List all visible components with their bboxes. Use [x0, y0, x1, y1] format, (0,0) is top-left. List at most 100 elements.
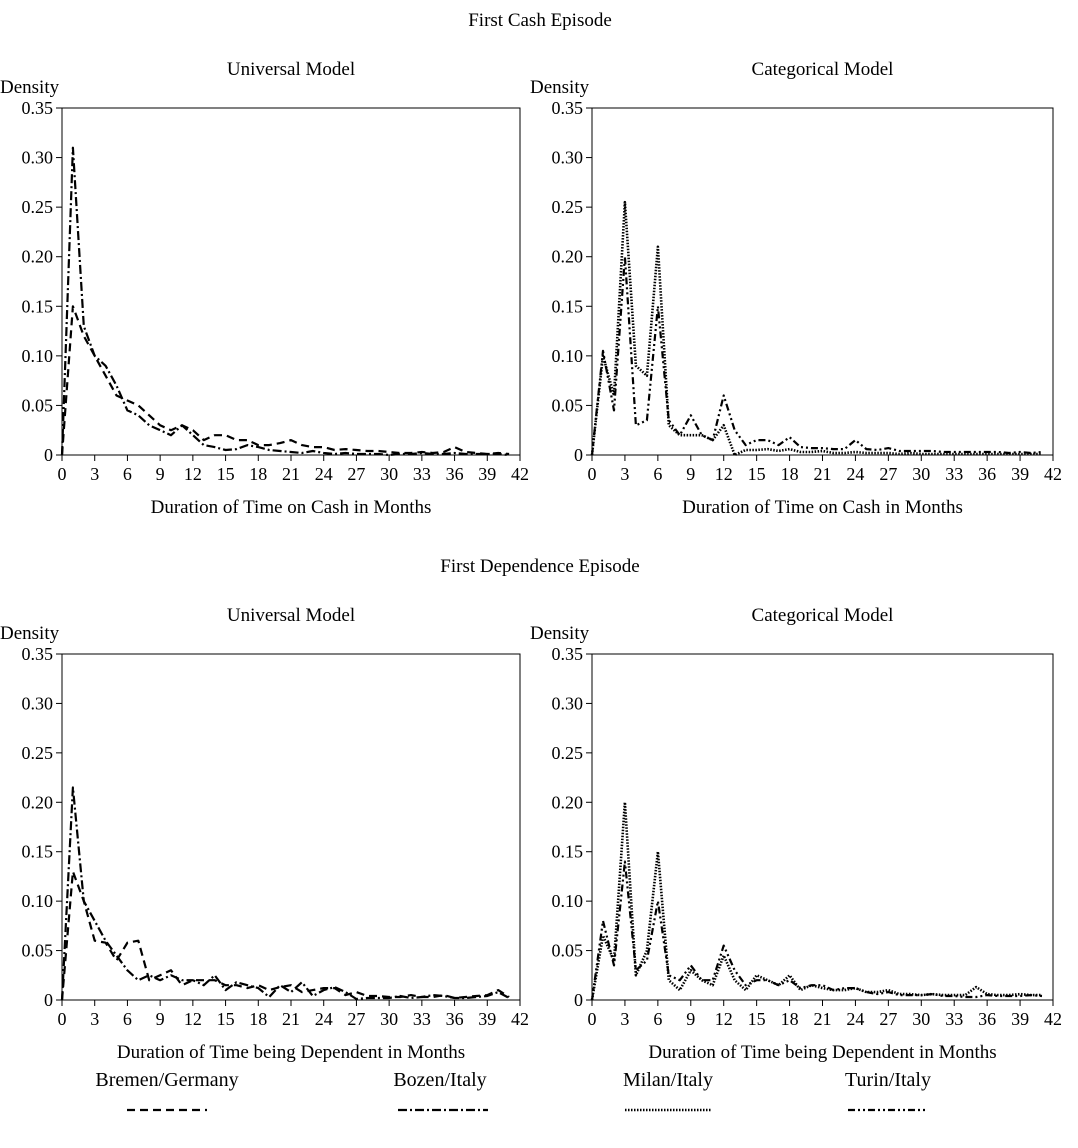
y-tick-label: 0.30 [22, 148, 54, 168]
y-tick-label: 0.25 [552, 197, 584, 217]
y-tick-label: 0.30 [552, 148, 584, 168]
plot-frame [591, 653, 1054, 1001]
y-tick-label: 0.05 [22, 941, 54, 961]
x-tick-label: 24 [315, 464, 333, 484]
x-tick-label: 6 [653, 1009, 662, 1029]
x-axis-label: Duration of Time on Cash in Months [682, 497, 963, 518]
y-tick-label: 0.30 [552, 693, 584, 713]
x-tick-label: 42 [1044, 1009, 1062, 1029]
y-tick-label: 0.35 [552, 98, 584, 118]
x-tick-label: 18 [781, 1009, 799, 1029]
x-tick-label: 6 [123, 1009, 132, 1029]
x-tick-label: 33 [945, 464, 963, 484]
y-tick-label: 0.05 [22, 395, 54, 415]
y-axis-label: Density [0, 623, 60, 644]
x-tick-label: 36 [446, 464, 464, 484]
x-tick-label: 27 [879, 464, 897, 484]
x-tick-label: 27 [347, 464, 365, 484]
x-tick-label: 39 [478, 464, 496, 484]
series-line-bozen-italy [60, 146, 510, 457]
x-tick-label: 9 [156, 1009, 165, 1029]
legend-label: Bozen/Italy [393, 1069, 486, 1091]
x-tick-label: 33 [413, 464, 431, 484]
y-tick-label: 0.30 [22, 693, 54, 713]
x-tick-label: 30 [912, 464, 930, 484]
y-tick-label: 0.35 [22, 644, 54, 664]
y-tick-label: 0.20 [552, 247, 584, 267]
x-tick-label: 21 [814, 464, 832, 484]
series-line-bremen-germany [60, 870, 510, 1001]
x-tick-label: 12 [715, 464, 733, 484]
y-tick-label: 0.10 [552, 346, 584, 366]
legend-item-turin: Turin/Italy [845, 1069, 931, 1112]
series-line-bremen-germany [60, 305, 510, 456]
x-tick-label: 33 [413, 1009, 431, 1029]
y-tick-label: 0.20 [22, 247, 54, 267]
x-tick-label: 9 [686, 464, 695, 484]
x-tick-label: 3 [620, 464, 629, 484]
x-tick-label: 0 [588, 1009, 597, 1029]
x-tick-label: 39 [1011, 1009, 1029, 1029]
x-tick-label: 18 [249, 1009, 267, 1029]
y-tick-label: 0.10 [552, 891, 584, 911]
plot-frame [61, 653, 521, 1001]
y-tick-label: 0.35 [22, 98, 54, 118]
y-tick-label: 0 [574, 990, 583, 1010]
y-tick-label: 0.10 [22, 346, 54, 366]
y-axis-label: Density [0, 77, 60, 98]
x-tick-label: 12 [184, 464, 202, 484]
x-tick-label: 21 [282, 464, 300, 484]
series-line-milan-italy [590, 800, 1042, 1001]
chart-cash-categorical: Categorical Model Density Duration of Time… [530, 59, 1062, 518]
x-tick-label: 6 [653, 464, 662, 484]
series-line-milan-italy [590, 200, 1042, 457]
y-axis-label: Density [530, 623, 590, 644]
x-tick-label: 15 [748, 464, 766, 484]
chart-dependence-categorical: Categorical Model Density Duration of Time… [530, 605, 1062, 1063]
x-axis-label: Duration of Time on Cash in Months [151, 497, 432, 518]
legend-item-bremen: Bremen/Germany [95, 1069, 239, 1112]
x-tick-label: 39 [478, 1009, 496, 1029]
chart-dependence-universal: Universal Model Density Duration of Time b… [0, 605, 529, 1063]
y-axis-label: Density [530, 77, 590, 98]
chart-title: Categorical Model [752, 59, 894, 80]
y-tick-label: 0.25 [22, 743, 54, 763]
x-tick-label: 0 [58, 464, 67, 484]
x-axis-label: Duration of Time being Dependent in Mont… [117, 1042, 465, 1063]
x-tick-label: 15 [217, 464, 235, 484]
x-tick-label: 30 [380, 464, 398, 484]
legend: Bremen/Germany Bozen/Italy Milan/Italy T… [95, 1069, 931, 1112]
x-tick-label: 42 [511, 1009, 529, 1029]
x-tick-label: 0 [588, 464, 597, 484]
legend-label: Bremen/Germany [95, 1069, 238, 1091]
series-line-bozen-italy [60, 786, 510, 1001]
x-tick-label: 18 [249, 464, 267, 484]
y-tick-label: 0 [44, 445, 53, 465]
legend-label: Milan/Italy [623, 1069, 713, 1091]
section-title-cash: First Cash Episode [468, 10, 612, 31]
y-tick-label: 0.15 [552, 842, 584, 862]
x-tick-label: 30 [912, 1009, 930, 1029]
x-axis-label: Duration of Time being Dependent in Mont… [648, 1042, 996, 1063]
x-tick-label: 15 [748, 1009, 766, 1029]
x-tick-label: 36 [978, 464, 996, 484]
chart-title: Universal Model [227, 605, 355, 626]
y-tick-label: 0.10 [22, 891, 54, 911]
x-tick-label: 3 [90, 464, 99, 484]
y-tick-label: 0.15 [22, 296, 54, 316]
y-tick-label: 0 [574, 445, 583, 465]
x-tick-label: 9 [686, 1009, 695, 1029]
x-tick-label: 21 [282, 1009, 300, 1029]
x-tick-label: 39 [1011, 464, 1029, 484]
x-tick-label: 33 [945, 1009, 963, 1029]
x-tick-label: 27 [347, 1009, 365, 1029]
y-tick-label: 0.25 [22, 197, 54, 217]
x-tick-label: 6 [123, 464, 132, 484]
x-tick-label: 0 [58, 1009, 67, 1029]
chart-title: Categorical Model [752, 605, 894, 626]
x-tick-label: 24 [315, 1009, 333, 1029]
x-tick-label: 36 [446, 1009, 464, 1029]
y-tick-label: 0.05 [552, 941, 584, 961]
series-line-turin-italy [590, 860, 1043, 1001]
